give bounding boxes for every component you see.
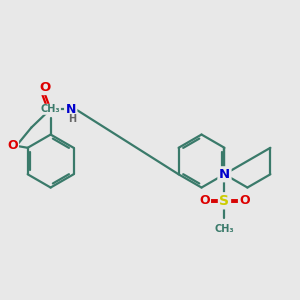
Text: H: H	[68, 115, 76, 124]
Text: CH₃: CH₃	[215, 224, 234, 234]
Text: O: O	[199, 194, 209, 207]
Text: O: O	[39, 81, 51, 94]
Text: O: O	[7, 140, 17, 152]
Text: CH₃: CH₃	[41, 104, 60, 114]
Text: S: S	[220, 194, 230, 208]
Text: O: O	[239, 194, 250, 207]
Text: N: N	[66, 103, 76, 116]
Text: N: N	[219, 168, 230, 181]
